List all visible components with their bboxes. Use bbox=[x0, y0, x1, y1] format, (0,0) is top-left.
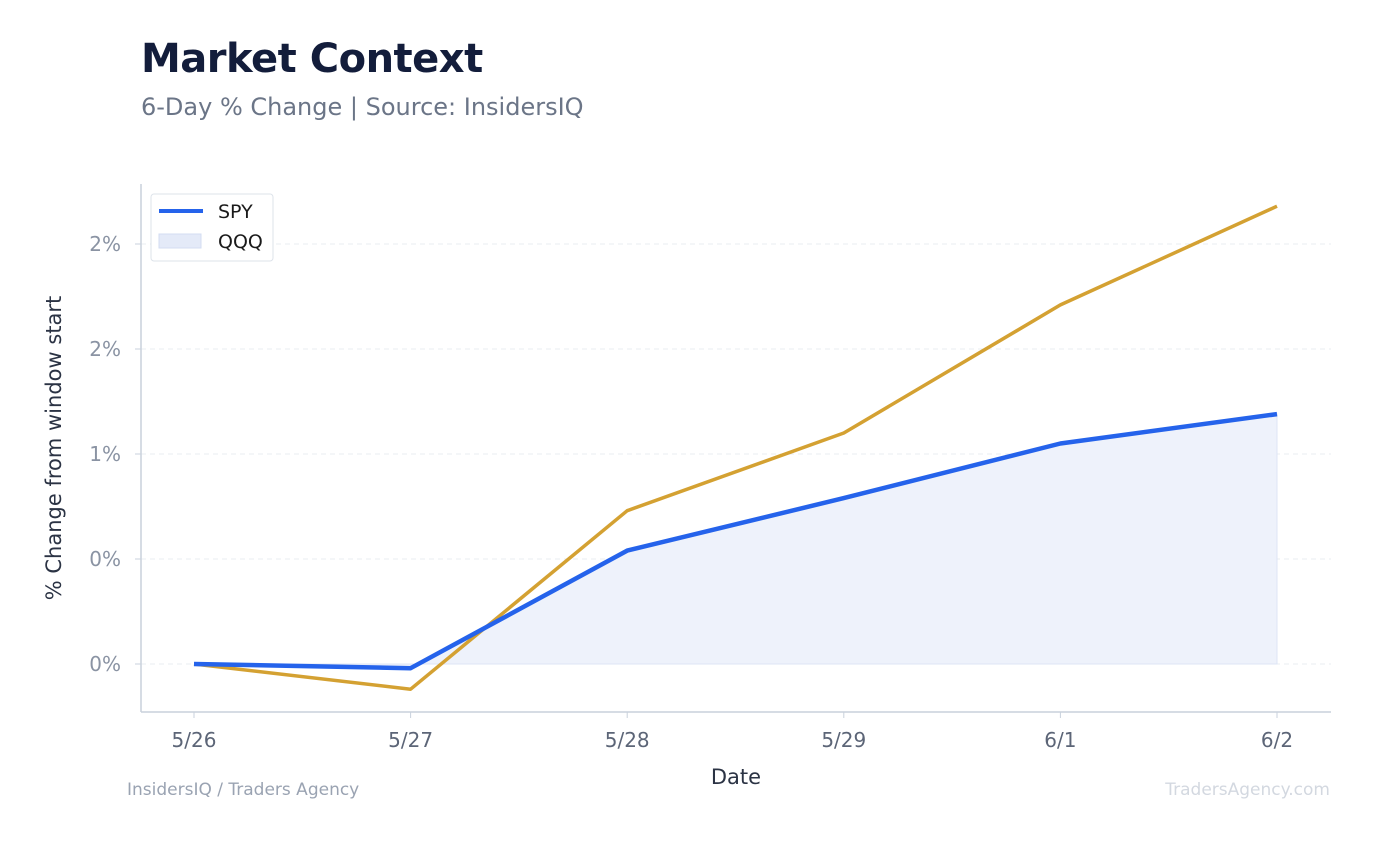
legend-spy-label: SPY bbox=[218, 201, 253, 223]
chart-title: Market Context bbox=[141, 36, 483, 82]
y-tick-label: 2% bbox=[89, 337, 121, 361]
x-tick-label: 6/1 bbox=[1044, 728, 1076, 752]
legend-qqq-label: QQQ bbox=[218, 231, 263, 253]
x-tick-label: 6/2 bbox=[1261, 728, 1293, 752]
y-axis-ticks: 0% 0% 1% 2% 2% bbox=[89, 232, 141, 676]
x-axis-title: Date bbox=[711, 765, 761, 789]
spy-line bbox=[193, 411, 1278, 671]
y-tick-label: 0% bbox=[89, 547, 121, 571]
x-tick-label: 5/29 bbox=[821, 728, 866, 752]
y-axis-title: % Change from window start bbox=[42, 296, 66, 601]
legend: SPY QQQ bbox=[150, 193, 274, 262]
spy-area-fill bbox=[193, 413, 1278, 669]
x-tick-label: 5/26 bbox=[172, 728, 217, 752]
qqq-line bbox=[193, 204, 1278, 691]
y-tick-label: 2% bbox=[89, 232, 121, 256]
footer-source: InsidersIQ / Traders Agency bbox=[127, 780, 360, 800]
y-tick-label: 1% bbox=[89, 442, 121, 466]
x-axis-ticks: 5/26 5/27 5/28 5/29 6/1 6/2 bbox=[172, 712, 1293, 752]
chart-subtitle: 6-Day % Change | Source: InsidersIQ bbox=[141, 93, 584, 121]
legend-qqq-swatch bbox=[158, 233, 202, 249]
x-tick-label: 5/28 bbox=[605, 728, 650, 752]
y-tick-label: 0% bbox=[89, 652, 121, 676]
footer-site: TradersAgency.com bbox=[1165, 780, 1330, 800]
x-tick-label: 5/27 bbox=[388, 728, 433, 752]
